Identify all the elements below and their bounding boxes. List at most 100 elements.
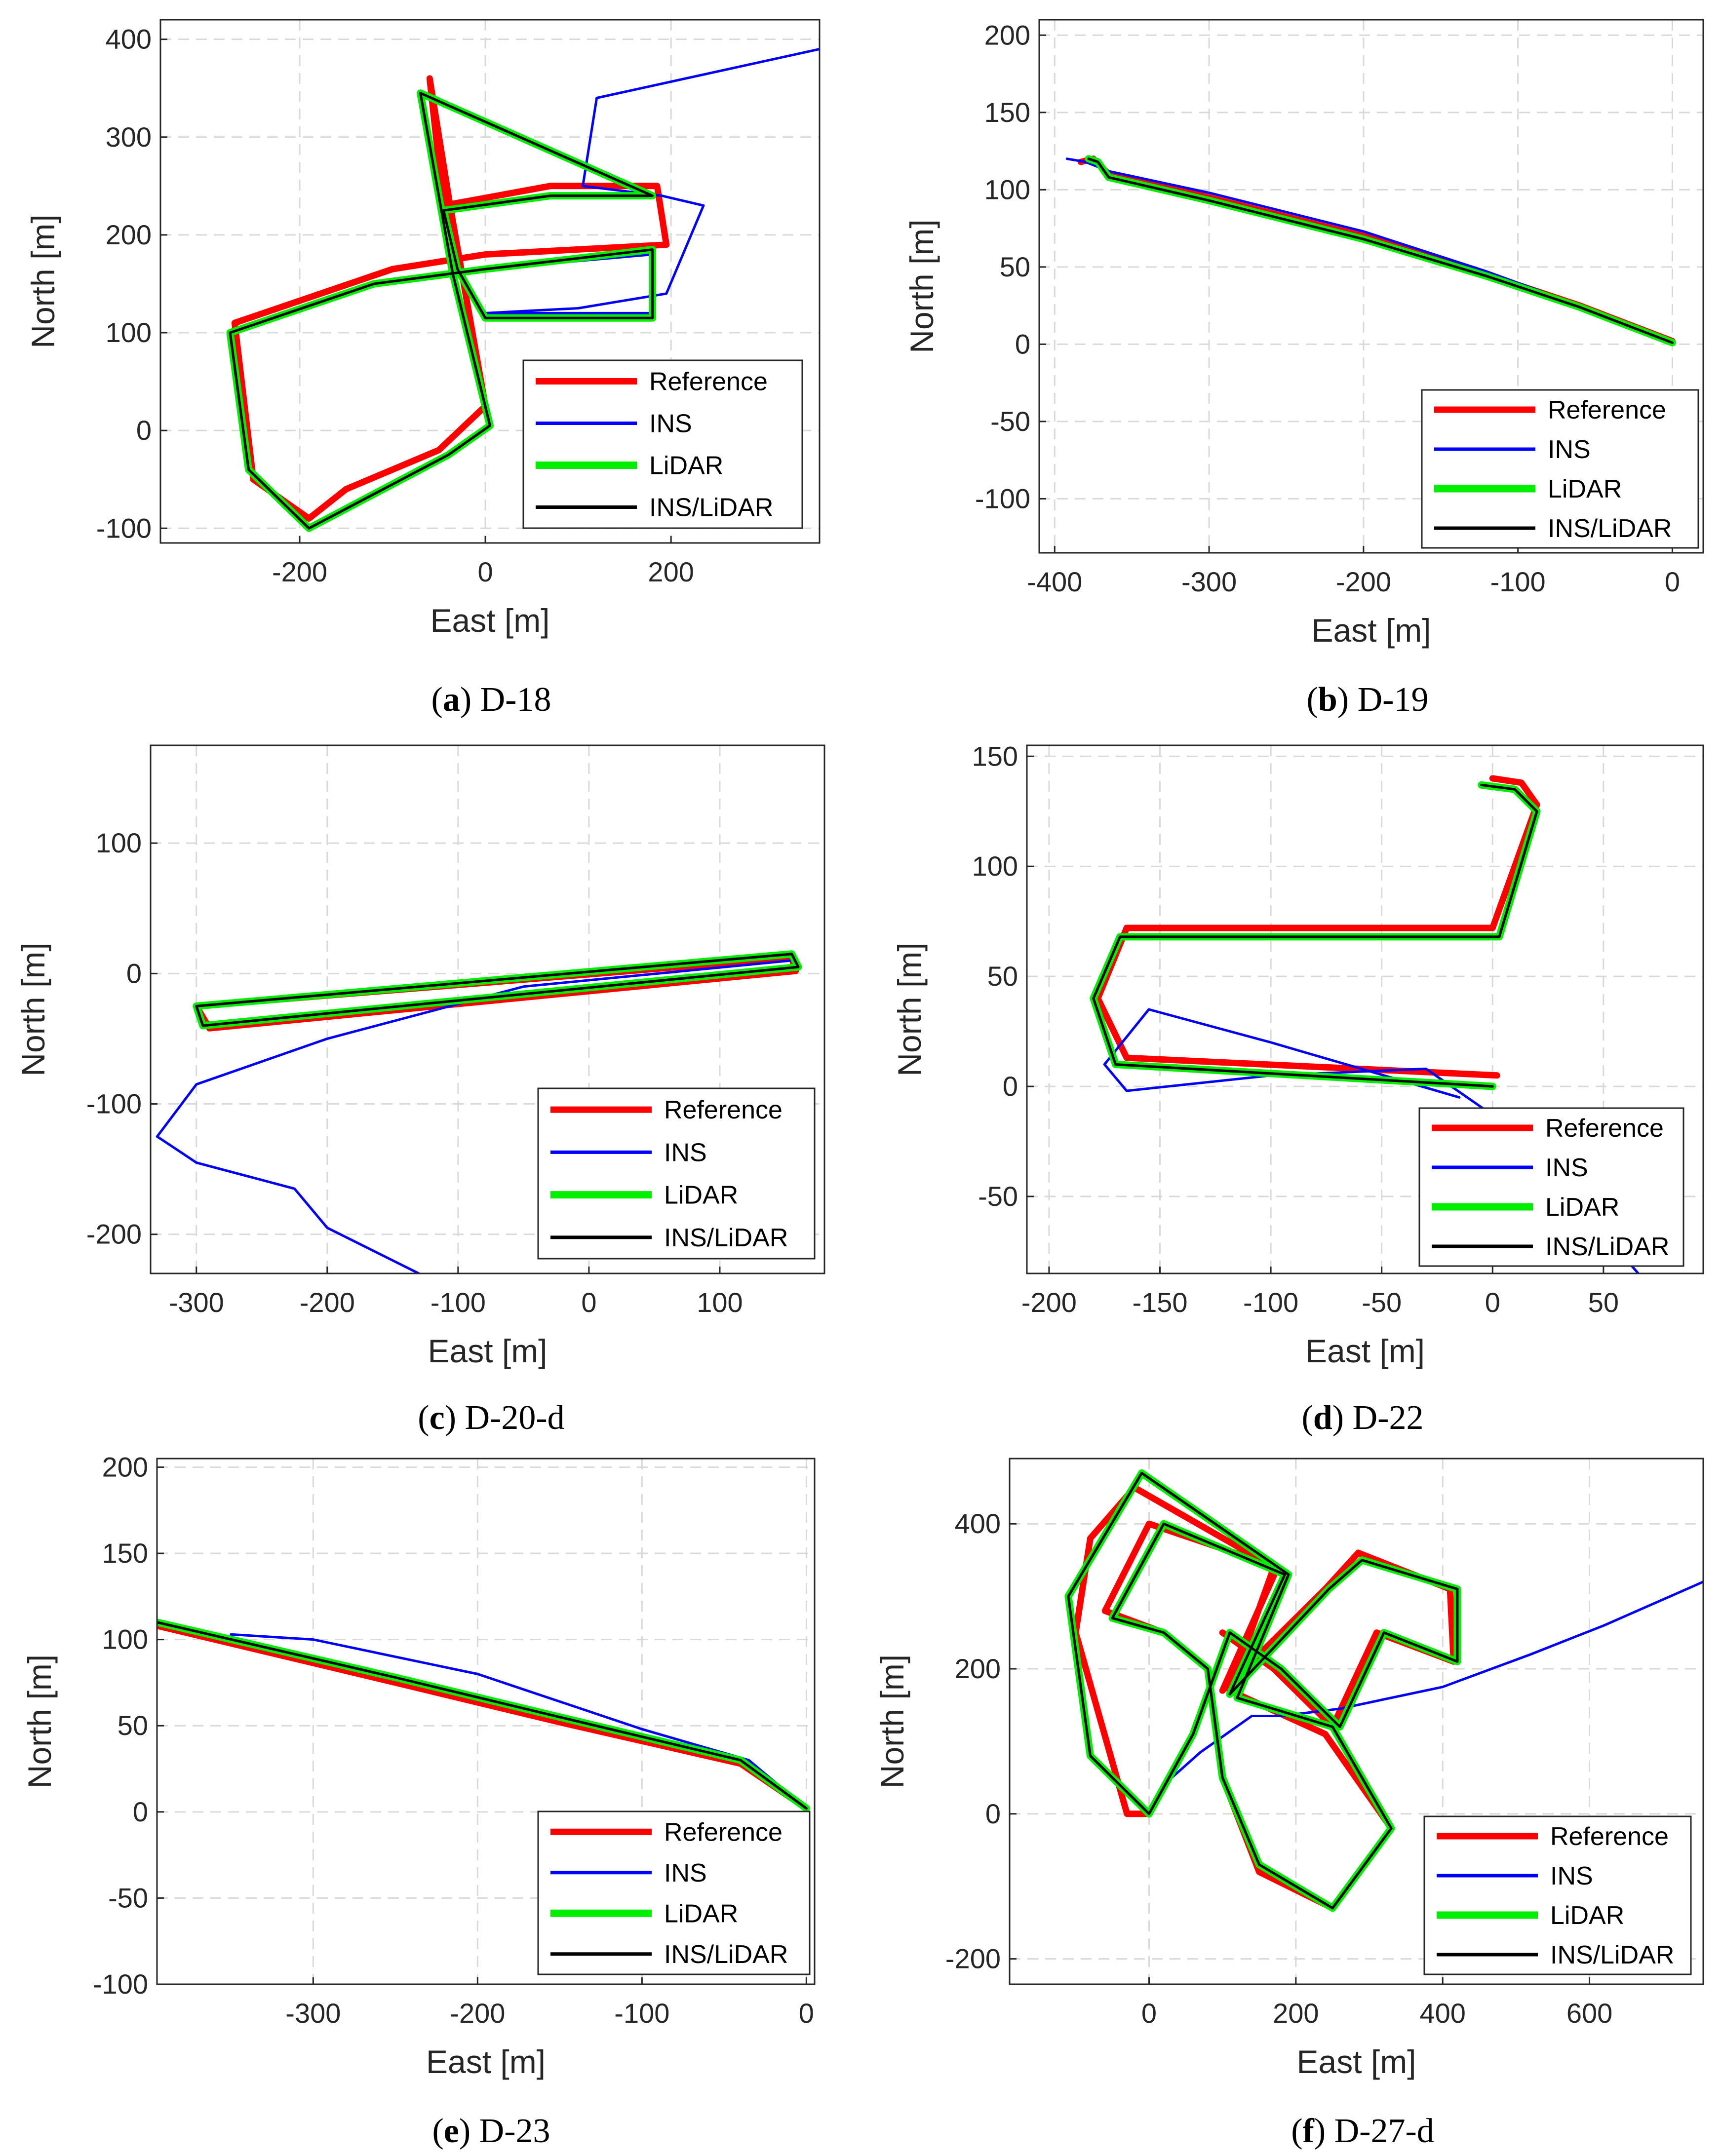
y-tick-label: -100 [96, 512, 152, 543]
y-tick-label: 200 [106, 219, 152, 250]
legend-label: LiDAR [1548, 475, 1622, 503]
panel-a: -200 0 200 -100 0 100 200 300 400 East [m] North [… [25, 19, 821, 719]
panel-d: -200 -150 -100 -50 0 50 -50 0 100 150 50 East [m] No… [891, 740, 1704, 1437]
y-tick-label: 100 [106, 317, 152, 348]
x-tick-label: 0 [581, 1287, 596, 1318]
y-tick-label: 0 [136, 415, 152, 446]
legend-box [1418, 1107, 1684, 1267]
y-axis-label: North [m] [874, 1655, 910, 1788]
legend-label: Reference [1545, 1114, 1664, 1143]
x-tick-label: -150 [1132, 1287, 1187, 1318]
panel-caption-text: D-22 [1353, 1399, 1424, 1437]
legend-label: INS [1545, 1154, 1588, 1182]
axes-frame [159, 19, 821, 544]
y-tick-label: -200 [86, 1219, 142, 1250]
y-tick-label: 400 [106, 24, 152, 55]
x-tick-label: 0 [799, 1998, 814, 2029]
y-axis-label: North [m] [21, 1655, 58, 1788]
y-tick-label: -50 [978, 1181, 1018, 1212]
y-tick-label: 100 [972, 850, 1018, 882]
panel-caption-letter: b [1318, 681, 1337, 719]
y-tick-label: -100 [86, 1088, 142, 1119]
panel-caption: (f) D-27-d [1291, 2112, 1434, 2150]
y-tick-label: 200 [984, 19, 1030, 50]
series-line-reference [1095, 775, 1540, 1079]
x-axis-label: East [m] [1296, 2043, 1416, 2080]
y-tick-label: 0 [1003, 1071, 1018, 1102]
legend-box [537, 1810, 811, 1975]
legend-label: INS/LiDAR [649, 494, 773, 522]
x-axis-label: East [m] [428, 1333, 547, 1369]
panel-caption: (a) D-18 [431, 681, 551, 719]
y-tick-label: 50 [1000, 251, 1030, 282]
y-tick-label: 0 [1015, 328, 1030, 359]
x-tick-label: 200 [1273, 1998, 1319, 2029]
panel-e: -300 -200 -100 0 -100 -50 0 50 100 150 200 East [m]… [21, 1451, 816, 2150]
legend-label: Reference [1548, 396, 1666, 424]
series-line-ins-lidar [1067, 1471, 1459, 1910]
legend-label: INS/LiDAR [1545, 1232, 1669, 1261]
y-tick-label: 400 [955, 1508, 1001, 1539]
y-axis-label: North [m] [15, 942, 51, 1076]
y-tick-label: 100 [96, 827, 142, 858]
x-tick-label: -50 [1362, 1287, 1402, 1318]
panel-c: -300 -200 -100 0 100 -200 -100 0 100 East [m] Nort… [15, 744, 825, 1437]
legend-label: INS/LiDAR [664, 1940, 788, 1969]
y-tick-label: -100 [93, 1968, 148, 2000]
x-tick-label: -300 [285, 1998, 341, 2029]
panel-caption-text: D-19 [1358, 681, 1429, 719]
panel-caption-letter: c [430, 1399, 445, 1437]
legend-label: INS [1548, 435, 1591, 464]
x-tick-label: -300 [169, 1287, 224, 1318]
y-axis-label: North [m] [25, 214, 61, 348]
x-tick-label: -200 [272, 556, 327, 587]
y-tick-label: 200 [955, 1653, 1001, 1684]
panel-caption-letter: d [1313, 1399, 1332, 1437]
legend-label: INS [649, 410, 692, 438]
legend-label: INS/LiDAR [664, 1224, 788, 1252]
panel-caption: (b) D-19 [1307, 681, 1429, 719]
x-tick-label: -400 [1027, 566, 1082, 597]
legend-label: Reference [664, 1096, 783, 1124]
series-line-ins-lidar [229, 92, 654, 530]
legend-label: INS [1550, 1862, 1593, 1890]
legend-box [1423, 1815, 1692, 1975]
panel-caption-text: D-23 [479, 2112, 550, 2150]
legend-box [522, 359, 803, 529]
x-tick-label: -300 [1181, 566, 1237, 597]
legend-label: Reference [1550, 1822, 1669, 1851]
y-tick-label: -200 [945, 1943, 1001, 1974]
x-axis-label: East [m] [426, 2043, 546, 2080]
y-tick-label: 100 [984, 174, 1030, 205]
legend-label: Reference [649, 368, 768, 396]
x-tick-label: 50 [1588, 1287, 1619, 1318]
series-line-ins [230, 1633, 808, 1810]
panel-caption-letter: e [444, 2112, 459, 2150]
panel-caption-letter: f [1303, 2112, 1315, 2150]
legend-label: INS [664, 1859, 707, 1887]
y-tick-label: 0 [985, 1798, 1001, 1829]
legend-label: INS/LiDAR [1548, 514, 1672, 543]
x-tick-label: -200 [1336, 566, 1391, 597]
y-axis-label: North [m] [903, 219, 940, 353]
x-axis-label: East [m] [1311, 612, 1431, 649]
axes-frame [150, 744, 825, 1274]
panel-caption: (d) D-22 [1302, 1399, 1424, 1437]
y-tick-label: 0 [126, 958, 142, 989]
y-tick-label: 100 [102, 1624, 148, 1655]
x-tick-label: 400 [1419, 1998, 1465, 2029]
legend-box [1421, 389, 1699, 549]
series-line-ins-lidar [1092, 783, 1538, 1088]
x-tick-label: -200 [450, 1998, 505, 2029]
x-tick-label: -100 [614, 1998, 669, 2029]
x-tick-label: 100 [697, 1287, 743, 1318]
panel-caption: (c) D-20-d [418, 1399, 564, 1437]
legend-label: LiDAR [664, 1899, 738, 1928]
series-line-ins-lidar [157, 1621, 808, 1810]
panel-caption: (e) D-23 [432, 2112, 550, 2150]
legend-box [537, 1087, 816, 1260]
y-tick-label: -100 [975, 483, 1030, 514]
series-line-ins-lidar [195, 953, 800, 1027]
x-tick-label: 0 [1665, 566, 1680, 597]
